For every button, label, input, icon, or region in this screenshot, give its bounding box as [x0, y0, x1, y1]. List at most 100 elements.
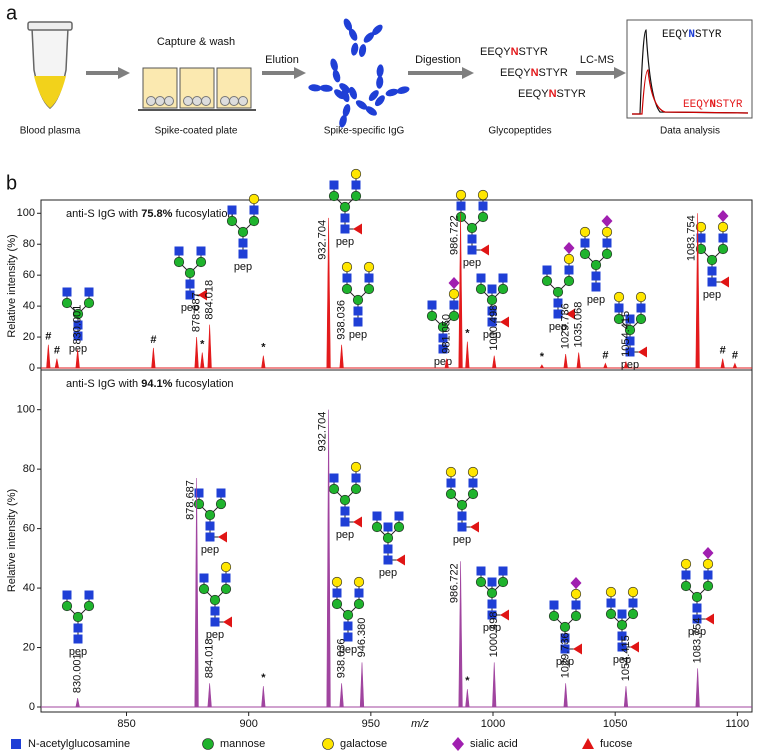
title-part: 94.1%: [141, 378, 172, 390]
mannose: [72, 308, 84, 320]
glcnac: [329, 473, 339, 483]
seq: EEQY: [662, 29, 689, 41]
peak-label: 830.001: [72, 305, 84, 345]
glcnac: [438, 333, 448, 343]
galactose: [613, 291, 625, 303]
x-tick-label: 900: [240, 718, 258, 730]
glycan-label: pep: [234, 261, 252, 273]
glycan-label: pep: [379, 567, 397, 579]
peak-label: 884.018: [204, 280, 216, 320]
glcnac: [383, 522, 393, 532]
glcnac: [185, 290, 195, 300]
glcnac: [487, 610, 497, 620]
mannose: [455, 211, 467, 223]
y-tick-label: 80: [23, 463, 35, 475]
peak-label: 878.687: [191, 292, 203, 332]
glcnac: [560, 644, 570, 654]
glycan: pep: [198, 561, 232, 641]
mannose: [363, 283, 375, 295]
glycan: pep: [541, 242, 575, 333]
glycopeptide: EEQYNSTYR: [480, 46, 548, 58]
peak-label: 981.050: [441, 314, 453, 354]
mannose: [477, 211, 489, 223]
peak: [151, 347, 156, 369]
peak: [326, 409, 331, 708]
panel-label: a: [6, 2, 18, 24]
glcnac: [84, 287, 94, 297]
glcnac: [457, 522, 467, 532]
legend-label: mannose: [220, 738, 265, 750]
peak: [54, 358, 60, 369]
glcnac: [467, 245, 477, 255]
glcnac: [343, 621, 353, 631]
bead: [220, 96, 230, 106]
mannose: [341, 283, 353, 295]
bead: [155, 96, 165, 106]
x-tick-label: 1050: [603, 718, 627, 730]
mannose: [559, 621, 571, 633]
mannose: [220, 583, 232, 595]
antibody-domain: [363, 32, 375, 43]
glcnac: [394, 511, 404, 521]
glcnac: [351, 180, 361, 190]
antibody-domain: [372, 24, 383, 36]
galactose: [455, 189, 467, 201]
y-axis-label: Relative intensity (%): [6, 234, 18, 337]
peak: [458, 561, 463, 708]
galactose: [477, 189, 489, 201]
sialic-acid: [702, 547, 714, 559]
glcnac: [364, 273, 374, 283]
legend-sialic: [452, 737, 464, 751]
glycan-label: pep: [688, 626, 706, 638]
glcnac: [332, 588, 342, 598]
glcnac: [487, 306, 497, 316]
seq: EEQY: [480, 46, 511, 58]
glcnac: [487, 317, 497, 327]
bead: [201, 96, 211, 106]
peak: [458, 213, 463, 369]
seq: STYR: [539, 67, 568, 79]
glcnac: [498, 273, 508, 283]
glycan: pep: [226, 193, 260, 273]
plot-frame: [40, 199, 753, 371]
glcnac: [340, 213, 350, 223]
y-tick-label: 20: [23, 331, 35, 343]
arrow-label: Digestion: [415, 54, 461, 66]
y-tick-label: 100: [17, 404, 35, 416]
peak: [326, 217, 331, 369]
peak-label: 946.380: [356, 618, 368, 658]
mannose: [456, 499, 468, 511]
glcnac: [227, 205, 237, 215]
glcnac: [438, 344, 448, 354]
glcnac: [62, 287, 72, 297]
antibody-domain: [376, 64, 384, 78]
antibody-domain: [396, 86, 410, 94]
peak-label: 1029.736: [560, 303, 572, 349]
glycan-label: pep: [483, 622, 501, 634]
mannose: [486, 587, 498, 599]
mannose: [328, 483, 340, 495]
mannose: [552, 286, 564, 298]
legend-mannose: [202, 738, 214, 750]
glycan: pep: [680, 547, 714, 638]
x-axis-label: m/z: [411, 718, 429, 730]
glcnac: [427, 300, 437, 310]
galactose: [605, 586, 617, 598]
glcnac: [487, 284, 497, 294]
glcnac: [681, 570, 691, 580]
mannose: [486, 294, 498, 306]
mannose: [328, 190, 340, 202]
x-tick-label: 1000: [481, 718, 505, 730]
mannose: [195, 256, 207, 268]
peak: [359, 662, 365, 708]
title-part: anti-S IgG with: [66, 378, 141, 390]
fucose: [480, 244, 489, 256]
sialic-acid: [563, 242, 575, 254]
glycan-label: pep: [336, 236, 354, 248]
mannose: [563, 275, 575, 287]
glycan: pep: [193, 488, 227, 556]
seq: N: [531, 67, 539, 79]
glycan-label: pep: [336, 529, 354, 541]
step-label: Glycopeptides: [488, 126, 551, 137]
antibody-domain: [349, 86, 357, 100]
